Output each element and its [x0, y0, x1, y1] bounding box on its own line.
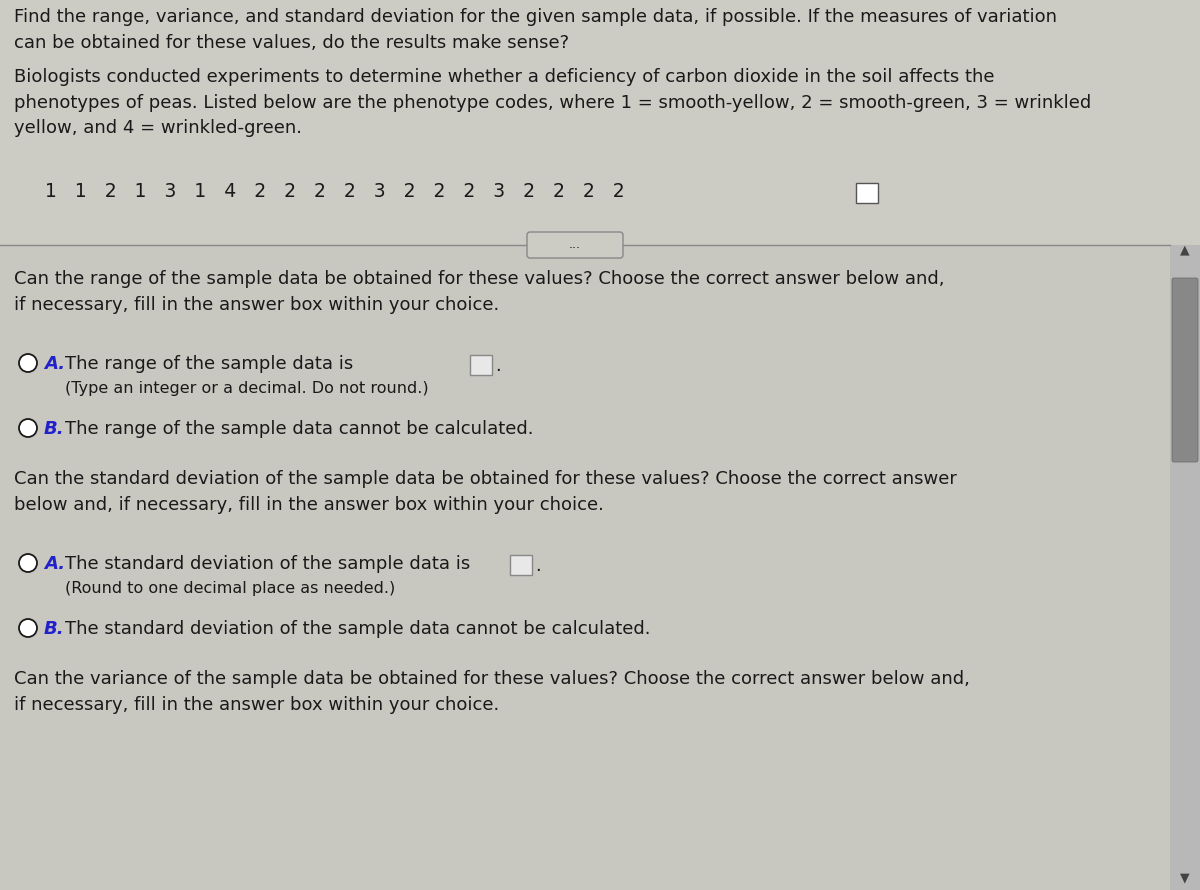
Text: ▼: ▼ — [1180, 871, 1190, 885]
Circle shape — [19, 619, 37, 637]
Text: .: . — [496, 357, 500, 375]
Text: ...: ... — [569, 238, 581, 250]
Text: ▲: ▲ — [1180, 244, 1190, 256]
Bar — [1170, 245, 1200, 890]
Text: The range of the sample data is: The range of the sample data is — [65, 355, 353, 373]
Text: The standard deviation of the sample data cannot be calculated.: The standard deviation of the sample dat… — [65, 620, 650, 638]
FancyBboxPatch shape — [856, 183, 878, 203]
Text: Can the range of the sample data be obtained for these values? Choose the correc: Can the range of the sample data be obta… — [14, 270, 944, 313]
Text: The standard deviation of the sample data is: The standard deviation of the sample dat… — [65, 555, 470, 573]
Text: Can the standard deviation of the sample data be obtained for these values? Choo: Can the standard deviation of the sample… — [14, 470, 956, 514]
Circle shape — [19, 354, 37, 372]
FancyBboxPatch shape — [1172, 278, 1198, 462]
Text: .: . — [535, 557, 541, 575]
Text: Can the variance of the sample data be obtained for these values? Choose the cor: Can the variance of the sample data be o… — [14, 670, 970, 714]
Text: Biologists conducted experiments to determine whether a deficiency of carbon dio: Biologists conducted experiments to dete… — [14, 68, 1091, 137]
Text: (Round to one decimal place as needed.): (Round to one decimal place as needed.) — [65, 581, 395, 596]
Bar — [0, 245, 1170, 890]
Text: The range of the sample data cannot be calculated.: The range of the sample data cannot be c… — [65, 420, 534, 438]
Bar — [0, 0, 1200, 245]
Text: A.: A. — [44, 355, 65, 373]
FancyBboxPatch shape — [470, 355, 492, 375]
FancyBboxPatch shape — [510, 555, 532, 575]
Text: Find the range, variance, and standard deviation for the given sample data, if p: Find the range, variance, and standard d… — [14, 8, 1057, 52]
FancyBboxPatch shape — [527, 232, 623, 258]
Text: (Type an integer or a decimal. Do not round.): (Type an integer or a decimal. Do not ro… — [65, 381, 428, 396]
Text: B.: B. — [44, 420, 65, 438]
Text: B.: B. — [44, 620, 65, 638]
Text: 1   1   2   1   3   1   4   2   2   2   2   3   2   2   2   3   2   2   2   2: 1 1 2 1 3 1 4 2 2 2 2 3 2 2 2 3 2 2 2 2 — [46, 182, 625, 201]
Text: A.: A. — [44, 555, 65, 573]
Circle shape — [19, 554, 37, 572]
Circle shape — [19, 419, 37, 437]
